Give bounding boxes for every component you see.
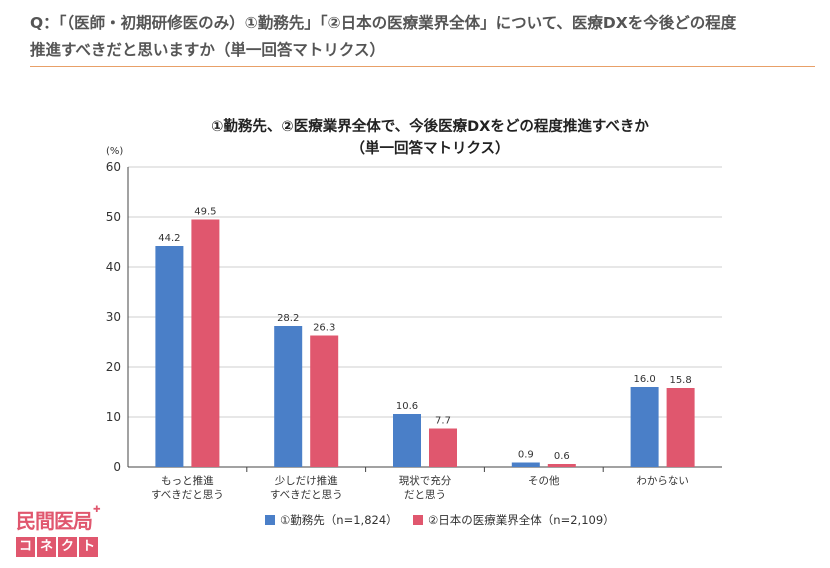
logo-char: ク: [58, 537, 77, 557]
x-tick-label: だと思う: [404, 489, 446, 501]
bar: [393, 414, 421, 467]
legend-entry: ②日本の医療業界全体（n=2,109）: [428, 513, 615, 527]
bar: [511, 462, 540, 467]
y-tick-label: 10: [106, 410, 121, 424]
bar: [310, 335, 339, 467]
y-tick-label: 20: [106, 360, 121, 374]
x-tick-label: 少しだけ推進: [275, 474, 338, 487]
y-tick-label: 40: [106, 260, 121, 274]
logo-plus-icon: ✚: [93, 505, 101, 515]
chart-title-block: ①勤務先、②医療業界全体で、今後医療DXをどの程度推進すべきか （単一回答マトリ…: [130, 116, 730, 160]
data-label: 0.9: [518, 450, 534, 461]
bar: [429, 428, 457, 467]
logo-char: ト: [79, 537, 98, 557]
data-label: 49.5: [194, 207, 216, 218]
x-tick-label: 現状で充分: [399, 474, 452, 487]
question-line-2: 推進すべきだと思いますか（単一回答マトリクス）: [30, 41, 385, 59]
x-tick-label: わからない: [636, 475, 689, 487]
data-label: 16.0: [633, 374, 655, 385]
logo-char: ネ: [37, 537, 56, 557]
data-label: 0.6: [554, 451, 570, 462]
data-label: 26.3: [313, 323, 335, 334]
y-tick-label: 60: [106, 160, 121, 174]
bar: [274, 326, 303, 467]
data-label: 44.2: [158, 233, 180, 244]
brand-logo: 民間医局 ✚ コ ネ ク ト: [12, 505, 112, 563]
logo-char: コ: [16, 537, 35, 557]
logo-subtitle: コ ネ ク ト: [16, 537, 98, 557]
bar: [630, 387, 659, 467]
x-tick-label: すべきだと思う: [270, 489, 343, 501]
data-label: 28.2: [277, 313, 299, 324]
legend-swatch: [413, 515, 423, 525]
bar: [666, 388, 695, 467]
y-tick-label: 50: [106, 210, 121, 224]
data-label: 10.6: [396, 401, 418, 412]
legend-swatch: [265, 515, 275, 525]
bar: [155, 246, 184, 467]
data-label: 15.8: [669, 375, 691, 386]
chart-subtitle: （単一回答マトリクス）: [350, 141, 510, 157]
question-line-1: Q：「（医師・初期研修医のみ）①勤務先」「②日本の医療業界全体」について、医療D…: [30, 14, 737, 32]
divider: [30, 66, 815, 67]
x-tick-label: もっと推進: [161, 474, 214, 487]
logo-wordmark: 民間医局: [16, 509, 93, 533]
bar: [191, 219, 220, 467]
x-tick-label: その他: [528, 474, 560, 487]
data-label: 7.7: [435, 416, 451, 427]
y-tick-label: 30: [106, 310, 121, 324]
y-axis-unit-label: (%): [106, 146, 123, 157]
x-tick-label: すべきだと思う: [151, 489, 224, 501]
bar: [547, 464, 576, 467]
legend-entry: ①勤務先（n=1,824）: [280, 513, 398, 527]
chart-title: ①勤務先、②医療業界全体で、今後医療DXをどの程度推進すべきか: [211, 119, 649, 135]
question-text: Q：「（医師・初期研修医のみ）①勤務先」「②日本の医療業界全体」について、医療D…: [30, 10, 815, 64]
y-tick-label: 0: [113, 460, 121, 474]
